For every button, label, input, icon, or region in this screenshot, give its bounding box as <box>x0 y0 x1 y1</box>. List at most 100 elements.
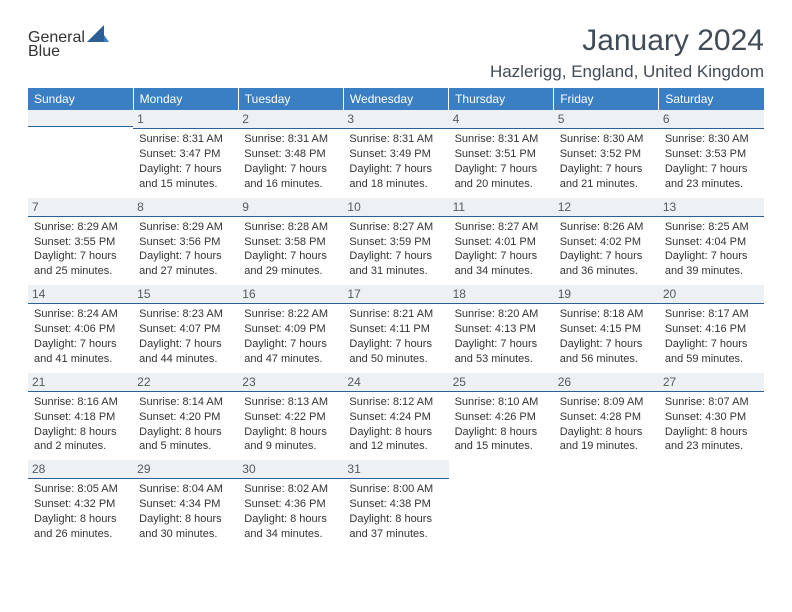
day-number-bar: 14 <box>28 285 133 304</box>
day-number-bar: 31 <box>343 460 448 479</box>
day-sunset: Sunset: 4:18 PM <box>34 410 127 425</box>
calendar-day-cell: 13Sunrise: 8:25 AMSunset: 4:04 PMDayligh… <box>659 198 764 286</box>
day-day1: Daylight: 7 hours <box>244 162 337 177</box>
day-sunset: Sunset: 4:30 PM <box>665 410 758 425</box>
day-number-bar: 29 <box>133 460 238 479</box>
day-sunrise: Sunrise: 8:14 AM <box>139 395 232 410</box>
day-day1: Daylight: 8 hours <box>244 425 337 440</box>
calendar-day-cell: 7 Sunrise: 8:29 AMSunset: 3:55 PMDaylight… <box>28 198 133 286</box>
calendar-day-cell <box>449 460 554 548</box>
day-day2: and 2 minutes. <box>34 439 127 454</box>
day-sunrise: Sunrise: 8:10 AM <box>455 395 548 410</box>
day-day1: Daylight: 8 hours <box>244 512 337 527</box>
day-day1: Daylight: 8 hours <box>139 512 232 527</box>
day-day2: and 25 minutes. <box>34 264 127 279</box>
day-number-bar: 7 <box>28 198 133 217</box>
day-sunrise: Sunrise: 8:23 AM <box>139 307 232 322</box>
day-sunrise: Sunrise: 8:29 AM <box>34 220 127 235</box>
day-sunrise: Sunrise: 8:18 AM <box>560 307 653 322</box>
day-day2: and 23 minutes. <box>665 439 758 454</box>
calendar-day-cell: 14Sunrise: 8:24 AMSunset: 4:06 PMDayligh… <box>28 285 133 373</box>
day-day1: Daylight: 7 hours <box>349 249 442 264</box>
day-number-bar: 28 <box>28 460 133 479</box>
day-day1: Daylight: 7 hours <box>139 162 232 177</box>
day-day2: and 27 minutes. <box>139 264 232 279</box>
day-sunset: Sunset: 4:22 PM <box>244 410 337 425</box>
day-day2: and 20 minutes. <box>455 177 548 192</box>
day-number-bar: 26 <box>554 373 659 392</box>
calendar-day-cell: 27Sunrise: 8:07 AMSunset: 4:30 PMDayligh… <box>659 373 764 461</box>
day-day1: Daylight: 7 hours <box>560 162 653 177</box>
day-sunrise: Sunrise: 8:17 AM <box>665 307 758 322</box>
day-sunset: Sunset: 4:01 PM <box>455 235 548 250</box>
day-sunset: Sunset: 4:26 PM <box>455 410 548 425</box>
calendar-day-cell: 25Sunrise: 8:10 AMSunset: 4:26 PMDayligh… <box>449 373 554 461</box>
day-sunset: Sunset: 3:47 PM <box>139 147 232 162</box>
calendar-day-cell: 10Sunrise: 8:27 AMSunset: 3:59 PMDayligh… <box>343 198 448 286</box>
day-day1: Daylight: 7 hours <box>665 249 758 264</box>
day-sunrise: Sunrise: 8:07 AM <box>665 395 758 410</box>
day-sunrise: Sunrise: 8:20 AM <box>455 307 548 322</box>
day-day2: and 19 minutes. <box>560 439 653 454</box>
day-day1: Daylight: 7 hours <box>455 337 548 352</box>
day-number-bar-empty <box>28 110 133 127</box>
day-number-bar: 9 <box>238 198 343 217</box>
day-sunrise: Sunrise: 8:28 AM <box>244 220 337 235</box>
weekday-header-row: Sunday Monday Tuesday Wednesday Thursday… <box>28 88 764 110</box>
day-sunrise: Sunrise: 8:05 AM <box>34 482 127 497</box>
day-day1: Daylight: 8 hours <box>34 425 127 440</box>
day-day2: and 34 minutes. <box>455 264 548 279</box>
day-sunrise: Sunrise: 8:31 AM <box>349 132 442 147</box>
day-number-bar: 15 <box>133 285 238 304</box>
calendar-week-row: 28Sunrise: 8:05 AMSunset: 4:32 PMDayligh… <box>28 460 764 548</box>
day-number-bar: 21 <box>28 373 133 392</box>
calendar-day-cell: 15 Sunrise: 8:23 AMSunset: 4:07 PMDayligh… <box>133 285 238 373</box>
calendar-day-cell: 28Sunrise: 8:05 AMSunset: 4:32 PMDayligh… <box>28 460 133 548</box>
calendar-week-row: 1Sunrise: 8:31 AMSunset: 3:47 PMDaylight… <box>28 110 764 198</box>
day-day1: Daylight: 8 hours <box>560 425 653 440</box>
calendar-day-cell: 23Sunrise: 8:13 AMSunset: 4:22 PMDayligh… <box>238 373 343 461</box>
calendar-day-cell: 3Sunrise: 8:31 AMSunset: 3:49 PMDaylight… <box>343 110 448 198</box>
calendar-day-cell: 2Sunrise: 8:31 AMSunset: 3:48 PMDaylight… <box>238 110 343 198</box>
day-number-bar: 10 <box>343 198 448 217</box>
day-number-bar: 4 <box>449 110 554 129</box>
day-day1: Daylight: 7 hours <box>244 337 337 352</box>
logo-sail-icon <box>87 24 109 45</box>
day-day1: Daylight: 7 hours <box>139 337 232 352</box>
day-day1: Daylight: 7 hours <box>349 162 442 177</box>
day-day1: Daylight: 7 hours <box>349 337 442 352</box>
day-sunset: Sunset: 4:07 PM <box>139 322 232 337</box>
day-day1: Daylight: 8 hours <box>349 512 442 527</box>
day-sunset: Sunset: 4:16 PM <box>665 322 758 337</box>
day-day2: and 21 minutes. <box>560 177 653 192</box>
day-day2: and 37 minutes. <box>349 527 442 542</box>
day-day1: Daylight: 8 hours <box>349 425 442 440</box>
day-number-bar: 12 <box>554 198 659 217</box>
page-header: General Blue January 2024 Hazlerigg, Eng… <box>28 24 764 82</box>
calendar-day-cell: 21Sunrise: 8:16 AMSunset: 4:18 PMDayligh… <box>28 373 133 461</box>
day-number-bar: 19 <box>554 285 659 304</box>
day-day2: and 29 minutes. <box>244 264 337 279</box>
day-day1: Daylight: 8 hours <box>139 425 232 440</box>
day-day2: and 12 minutes. <box>349 439 442 454</box>
day-sunset: Sunset: 3:58 PM <box>244 235 337 250</box>
day-day1: Daylight: 7 hours <box>244 249 337 264</box>
weekday-header: Monday <box>133 88 238 110</box>
day-sunset: Sunset: 4:13 PM <box>455 322 548 337</box>
day-day1: Daylight: 7 hours <box>560 337 653 352</box>
day-sunrise: Sunrise: 8:31 AM <box>139 132 232 147</box>
day-day1: Daylight: 7 hours <box>455 249 548 264</box>
day-number-bar: 5 <box>554 110 659 129</box>
day-day2: and 56 minutes. <box>560 352 653 367</box>
day-day1: Daylight: 7 hours <box>34 249 127 264</box>
day-number-bar: 1 <box>133 110 238 129</box>
logo: General Blue <box>28 24 109 58</box>
calendar-day-cell: 5Sunrise: 8:30 AMSunset: 3:52 PMDaylight… <box>554 110 659 198</box>
day-sunrise: Sunrise: 8:30 AM <box>560 132 653 147</box>
day-sunset: Sunset: 3:55 PM <box>34 235 127 250</box>
day-sunrise: Sunrise: 8:24 AM <box>34 307 127 322</box>
day-sunrise: Sunrise: 8:09 AM <box>560 395 653 410</box>
calendar-day-cell: 1 Sunrise: 8:31 AMSunset: 3:47 PMDaylight… <box>133 110 238 198</box>
day-sunset: Sunset: 4:02 PM <box>560 235 653 250</box>
weekday-header: Tuesday <box>238 88 343 110</box>
